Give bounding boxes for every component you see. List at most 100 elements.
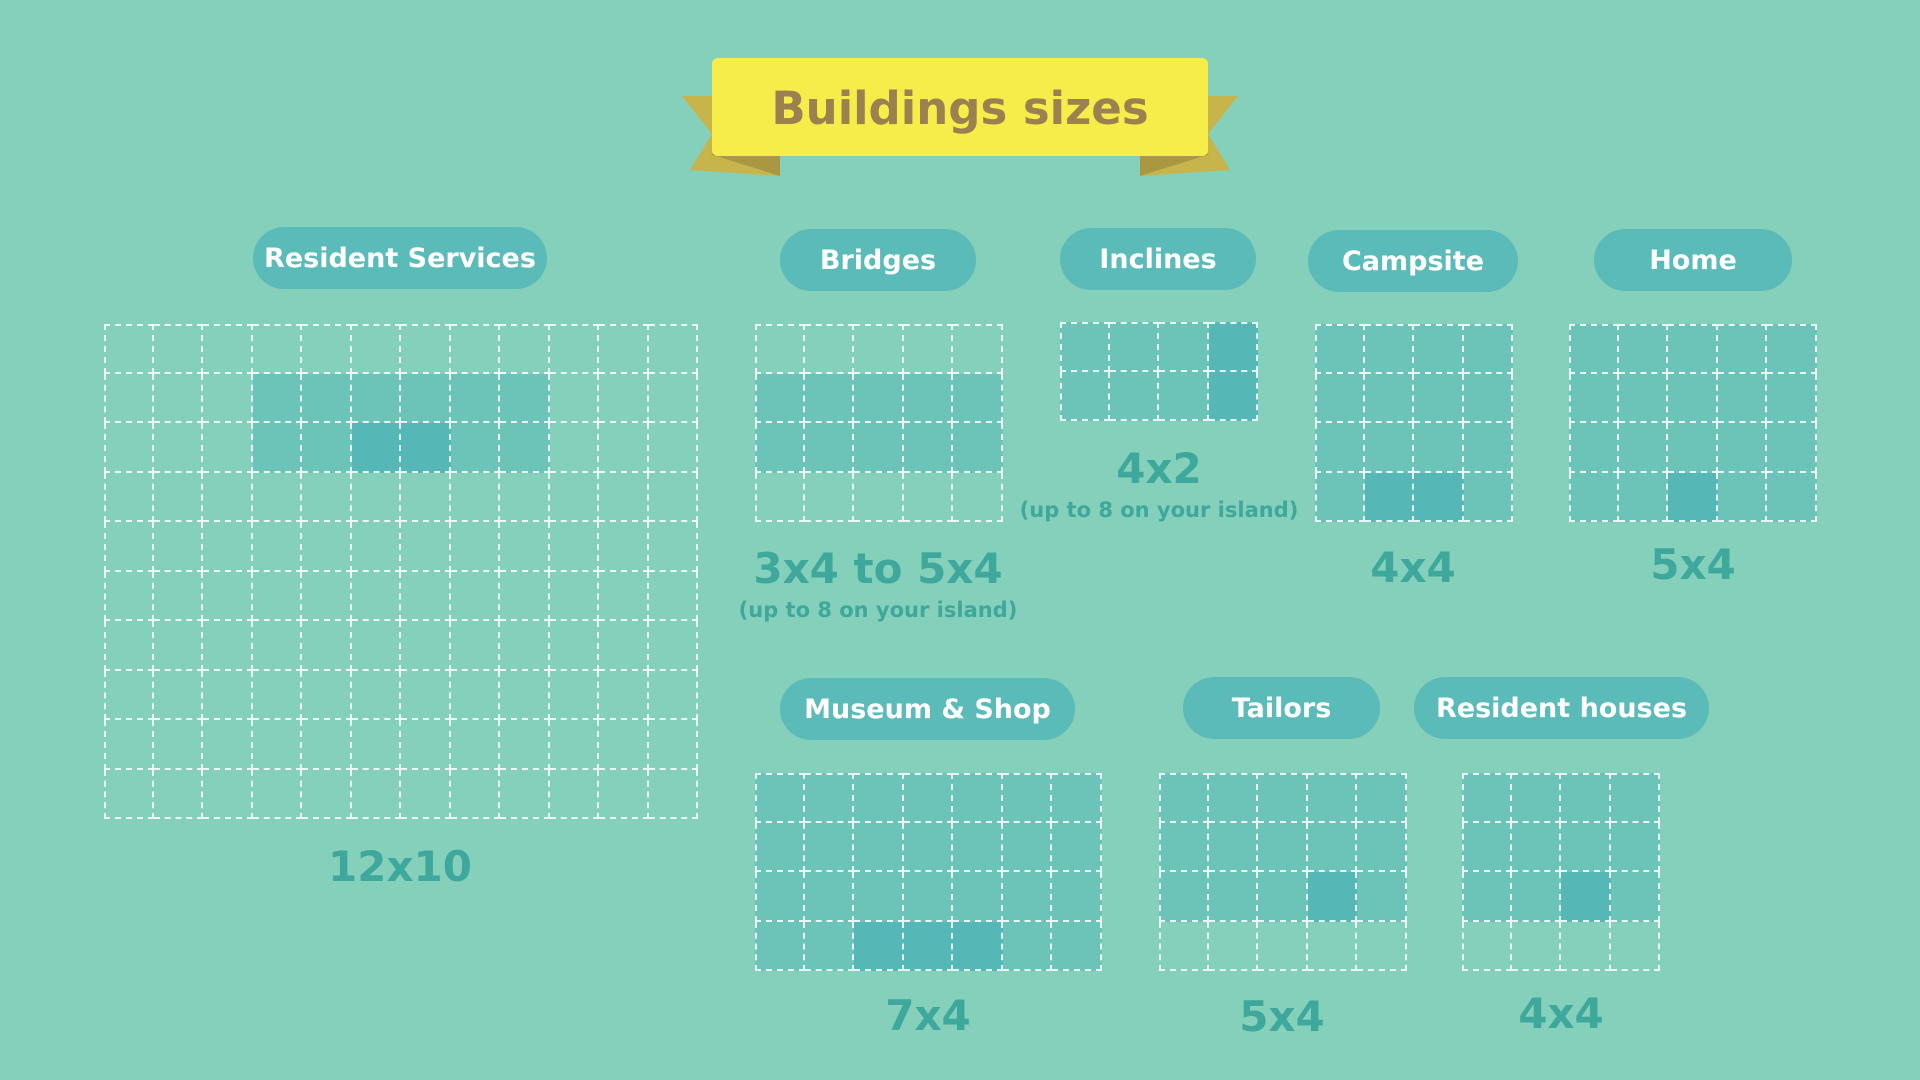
footprint-cell xyxy=(903,423,953,473)
grid-cell xyxy=(104,769,154,819)
footprint-cell xyxy=(1462,872,1512,922)
grid-cell xyxy=(500,472,550,522)
footprint-cell xyxy=(854,872,904,922)
grid-cell xyxy=(648,522,698,572)
grid-cell xyxy=(153,324,203,374)
size-home: 5x4 xyxy=(1650,540,1736,589)
footprint-cell xyxy=(302,373,352,423)
grid-cell xyxy=(302,621,352,671)
grid-cell xyxy=(804,472,854,522)
grid-cell xyxy=(401,571,451,621)
grid-cell xyxy=(599,324,649,374)
footprint-cell xyxy=(1668,423,1718,473)
entrance-cell xyxy=(1364,472,1414,522)
grid-cell xyxy=(203,571,253,621)
grid-cell xyxy=(500,621,550,671)
grid-cell xyxy=(599,621,649,671)
grid-cell xyxy=(755,472,805,522)
grid-cell xyxy=(153,769,203,819)
footprint-cell xyxy=(755,921,805,971)
grid-cell xyxy=(153,373,203,423)
grid-cell xyxy=(599,769,649,819)
grid-inclines xyxy=(1060,322,1258,421)
grid-cell xyxy=(549,621,599,671)
footprint-cell xyxy=(1060,371,1110,421)
footprint-cell xyxy=(1315,324,1365,374)
footprint-cell xyxy=(903,773,953,823)
grid-cell xyxy=(903,324,953,374)
footprint-cell xyxy=(804,872,854,922)
footprint-cell xyxy=(1618,423,1668,473)
footprint-cell xyxy=(1569,324,1619,374)
grid-cell xyxy=(252,324,302,374)
entrance-cell xyxy=(1307,872,1357,922)
footprint-cell xyxy=(500,373,550,423)
grid-cell xyxy=(104,522,154,572)
entrance-cell xyxy=(401,423,451,473)
note-bridges: (up to 8 on your island) xyxy=(738,598,1018,622)
grid-cell xyxy=(401,324,451,374)
size-resident-houses: 4x4 xyxy=(1518,989,1604,1038)
footprint-cell xyxy=(804,822,854,872)
grid-cell xyxy=(599,571,649,621)
grid-cell xyxy=(302,324,352,374)
footprint-cell xyxy=(755,773,805,823)
grid-cell xyxy=(648,571,698,621)
size-bridges: 3x4 to 5x4 xyxy=(753,544,1003,593)
entrance-cell xyxy=(1668,472,1718,522)
footprint-cell xyxy=(1052,872,1102,922)
grid-cell xyxy=(450,522,500,572)
grid-cell xyxy=(302,720,352,770)
grid-resident-houses xyxy=(1462,773,1660,971)
footprint-cell xyxy=(1610,872,1660,922)
grid-cell xyxy=(153,670,203,720)
grid-cell xyxy=(153,472,203,522)
footprint-cell xyxy=(1052,773,1102,823)
footprint-cell xyxy=(804,423,854,473)
footprint-cell xyxy=(1668,324,1718,374)
footprint-cell xyxy=(1610,773,1660,823)
footprint-cell xyxy=(1717,324,1767,374)
grid-cell xyxy=(252,472,302,522)
footprint-cell xyxy=(1357,822,1407,872)
grid-cell xyxy=(153,522,203,572)
label-home: Home xyxy=(1594,229,1792,291)
grid-cell xyxy=(599,472,649,522)
grid-cell xyxy=(401,522,451,572)
entrance-cell xyxy=(351,423,401,473)
grid-cell xyxy=(401,720,451,770)
grid-cell xyxy=(1357,921,1407,971)
grid-cell xyxy=(302,769,352,819)
footprint-cell xyxy=(500,423,550,473)
footprint-cell xyxy=(1569,423,1619,473)
grid-cell xyxy=(252,621,302,671)
footprint-cell xyxy=(1208,822,1258,872)
footprint-cell xyxy=(953,872,1003,922)
grid-cell xyxy=(351,769,401,819)
grid-cell xyxy=(450,324,500,374)
footprint-cell xyxy=(1159,371,1209,421)
grid-cell xyxy=(500,324,550,374)
footprint-cell xyxy=(1717,373,1767,423)
grid-cell xyxy=(549,769,599,819)
footprint-cell xyxy=(804,921,854,971)
grid-cell xyxy=(252,720,302,770)
grid-cell xyxy=(203,522,253,572)
footprint-cell xyxy=(1052,921,1102,971)
note-inclines: (up to 8 on your island) xyxy=(1019,498,1299,522)
grid-cell xyxy=(153,720,203,770)
grid-cell xyxy=(104,720,154,770)
grid-cell xyxy=(599,423,649,473)
footprint-cell xyxy=(1159,773,1209,823)
grid-cell xyxy=(648,621,698,671)
footprint-cell xyxy=(1109,322,1159,372)
grid-cell xyxy=(549,571,599,621)
grid-cell xyxy=(351,571,401,621)
grid-cell xyxy=(648,670,698,720)
footprint-cell xyxy=(1002,921,1052,971)
grid-cell xyxy=(450,621,500,671)
grid-cell xyxy=(500,720,550,770)
footprint-cell xyxy=(1618,373,1668,423)
footprint-cell xyxy=(1315,472,1365,522)
footprint-cell xyxy=(1414,324,1464,374)
